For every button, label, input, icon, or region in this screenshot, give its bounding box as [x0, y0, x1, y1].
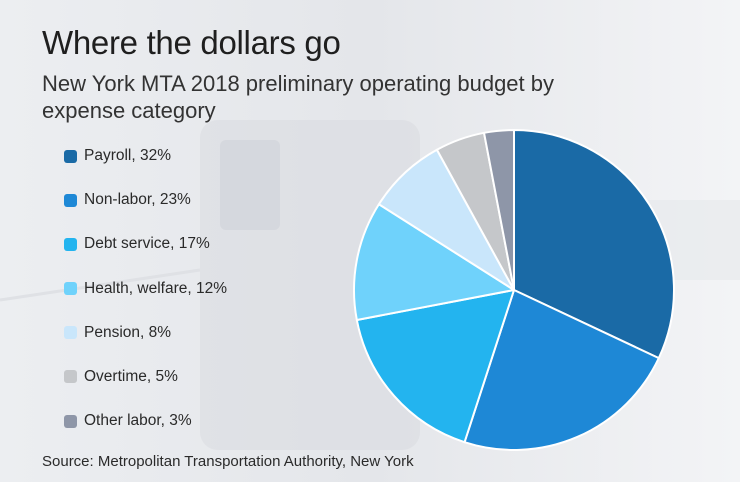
chart-subtitle: New York MTA 2018 preliminary operating … [42, 71, 554, 123]
pie-slice-4 [352, 203, 515, 321]
legend-swatch [64, 414, 77, 428]
legend: Payroll, 32% Non-labor, 23% Debt service… [64, 146, 227, 455]
legend-item: Health, welfare, 12% [64, 279, 227, 299]
legend-swatch [64, 237, 77, 251]
pie-slice-3 [355, 289, 515, 444]
legend-swatch [64, 282, 77, 296]
source-note: Source: Metropolitan Transportation Auth… [42, 453, 414, 470]
chart-title: Where the dollars go [42, 24, 341, 61]
pie-slice-7 [483, 128, 515, 291]
legend-label: Payroll, 32% [84, 147, 172, 164]
legend-item: Debt service, 17% [64, 234, 227, 254]
legend-swatch [64, 370, 77, 384]
legend-label: Pension, 8% [84, 323, 172, 341]
legend-label: Other labor, 3% [84, 412, 192, 430]
legend-item: Overtime, 5% [64, 367, 227, 387]
legend-item: Pension, 8% [64, 323, 227, 343]
pie-slice-2 [463, 289, 660, 451]
legend-label: Debt service, 17% [84, 235, 210, 253]
legend-swatch [64, 193, 77, 207]
legend-label: Health, welfare, 12% [84, 279, 228, 297]
pie-slice-1 [513, 129, 675, 360]
legend-swatch [64, 326, 77, 340]
legend-label: Overtime, 5% [84, 367, 178, 385]
legend-label: Non-labor, 23% [84, 191, 191, 209]
legend-item: Other labor, 3% [64, 411, 227, 431]
legend-item: Payroll, 32% [64, 146, 227, 166]
legend-swatch [64, 149, 77, 163]
legend-item: Non-labor, 23% [64, 190, 227, 210]
